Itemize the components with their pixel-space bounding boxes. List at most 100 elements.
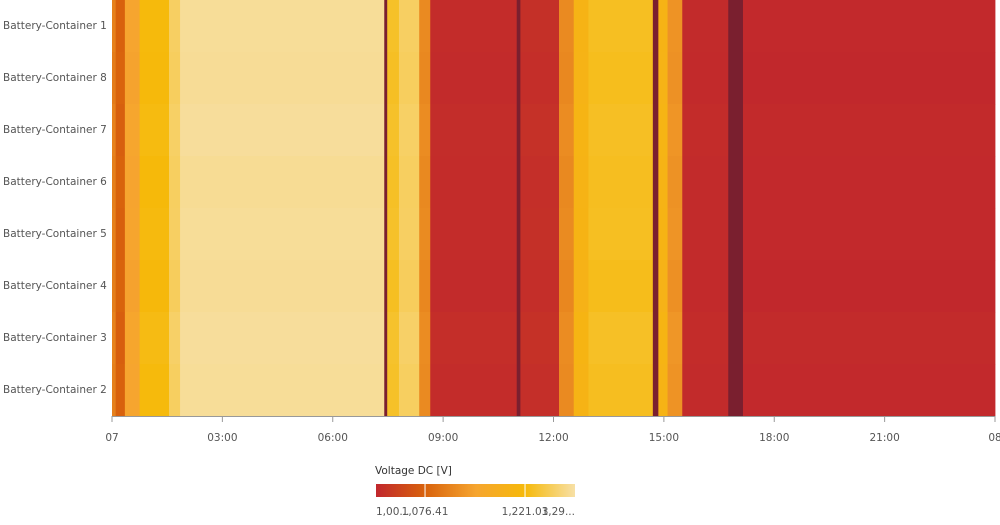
heat-cell [169,260,181,313]
heat-cell [516,0,521,53]
heat-cell [667,104,683,157]
heat-cell [139,156,170,209]
row-label: Battery-Container 7 [3,124,107,136]
heat-cell [387,104,400,157]
heat-cell [742,260,996,313]
heat-cell [573,0,589,53]
x-tick-label: 06:00 [318,432,348,444]
heat-cell [520,156,560,209]
heat-cell [419,260,431,313]
heat-cell [180,260,385,313]
heat-cell [398,52,420,105]
x-tick-label: 08 [988,432,1000,444]
heat-cell [742,0,996,53]
heat-cell [384,104,388,157]
row-label: Battery-Container 4 [3,280,107,292]
heat-cell [658,0,668,53]
x-tick-label: 07 [105,432,118,444]
heat-cell [728,208,744,261]
heat-cell [398,0,420,53]
heat-cell [430,52,518,105]
heat-cell [658,364,668,417]
heat-cell [139,312,170,365]
heat-cell [682,52,729,105]
heat-cell [658,156,668,209]
heat-cell [742,52,996,105]
heat-cell [652,364,659,417]
heat-cell [112,312,117,365]
heat-cell [124,0,140,53]
heat-cell [742,156,996,209]
heat-cell [520,260,560,313]
heat-cell [588,0,654,53]
heat-cell [682,260,729,313]
heat-cell [419,52,431,105]
heat-cell [728,312,744,365]
heat-cell [728,52,744,105]
colorbar-label: 1,076.41 [402,506,449,518]
heat-cell [658,312,668,365]
heat-cell [652,260,659,313]
heat-cell [419,208,431,261]
heat-cell [387,312,400,365]
heat-cell [430,208,518,261]
heat-cell [742,364,996,417]
heat-cell [652,312,659,365]
heat-cell [516,156,521,209]
heat-cell [115,208,126,261]
heat-cell [139,260,170,313]
heat-cell [682,0,729,53]
heat-cell [588,104,654,157]
heat-cell [559,52,575,105]
row-label: Battery-Container 2 [3,384,107,396]
heat-cell [112,364,117,417]
heat-cell [387,52,400,105]
heat-cell [139,0,170,53]
heat-cell [180,52,385,105]
x-tick-label: 12:00 [538,432,568,444]
heat-cell [728,364,744,417]
heat-cell [387,156,400,209]
heat-cell [112,0,117,53]
heat-cell [573,312,589,365]
heat-cell [658,52,668,105]
heat-cell [384,260,388,313]
heat-cell [559,364,575,417]
heat-cell [124,156,140,209]
heat-cell [658,104,668,157]
heat-cell [573,156,589,209]
heat-cell [682,208,729,261]
colorbar-label: 1,00... [376,506,409,518]
heat-cell [419,156,431,209]
heat-cell [430,156,518,209]
heat-cell [112,104,117,157]
heat-cell [588,52,654,105]
heat-cell [559,312,575,365]
heat-cell [419,364,431,417]
heat-cell [588,364,654,417]
heat-cell [398,156,420,209]
heat-cell [559,0,575,53]
heat-cell [419,104,431,157]
heat-cell [419,312,431,365]
x-tick-label: 09:00 [428,432,458,444]
heat-cell [180,156,385,209]
heat-cell [742,208,996,261]
heat-cell [384,156,388,209]
heat-cell [430,0,518,53]
heat-cell [169,364,181,417]
heat-cell [398,104,420,157]
heat-cell [658,208,668,261]
heat-cell [667,0,683,53]
heat-cell [169,104,181,157]
heat-cell [180,104,385,157]
heat-cell [728,104,744,157]
heat-cell [387,0,400,53]
heat-cell [180,312,385,365]
heat-cell [115,156,126,209]
heat-cell [652,208,659,261]
heat-cell [520,104,560,157]
colorbar-label: 1,29... [542,506,575,518]
heat-cell [520,52,560,105]
heat-cell [169,156,181,209]
